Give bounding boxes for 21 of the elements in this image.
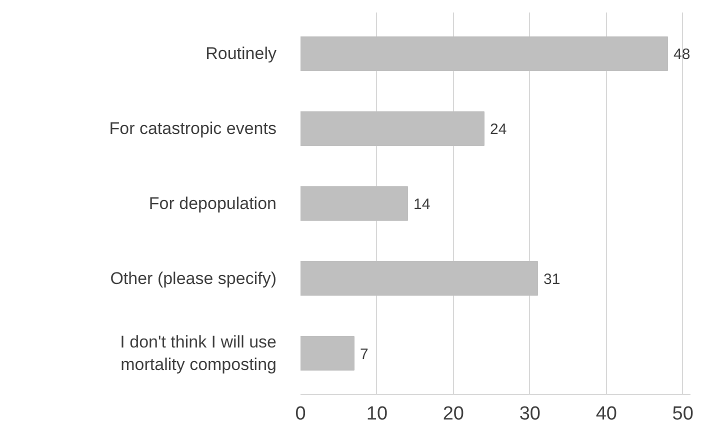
bar <box>300 111 485 146</box>
x-tick-label: 20 <box>442 404 464 424</box>
y-tick-label: For depopulation <box>148 194 276 213</box>
bar <box>300 261 538 296</box>
y-tick-label: For catastropic events <box>109 119 277 138</box>
bar <box>300 186 408 221</box>
x-tick-label: 30 <box>519 404 540 424</box>
data-label: 24 <box>490 121 507 138</box>
x-tick-label: 50 <box>672 404 694 424</box>
bar <box>300 36 668 72</box>
data-label: 48 <box>674 46 690 64</box>
x-tick-label: 10 <box>366 404 388 424</box>
data-label: 14 <box>414 196 430 213</box>
data-label: 7 <box>360 346 368 363</box>
y-tick-label: Other (please specify) <box>110 268 277 288</box>
bar <box>300 336 355 371</box>
y-tick-label: Routinely <box>206 44 277 64</box>
x-tick-label: 0 <box>295 404 306 424</box>
data-label: 31 <box>544 270 560 288</box>
y-tick-label: I don't think I will use mortality composting <box>120 332 277 374</box>
x-tick-label: 40 <box>596 404 617 424</box>
